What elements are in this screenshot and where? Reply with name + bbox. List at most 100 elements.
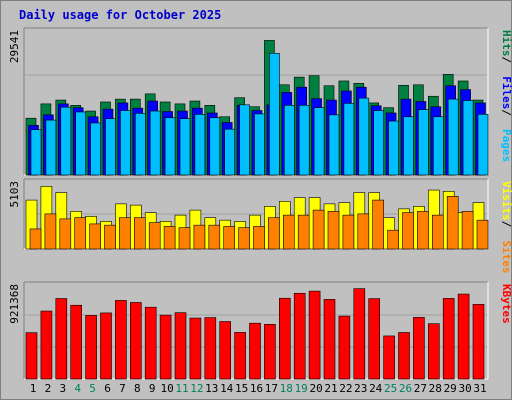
x-tick-day-8: 8 bbox=[134, 382, 141, 395]
series-kbytes bbox=[25, 288, 485, 380]
bar-kbytes-day-6 bbox=[100, 312, 112, 380]
panel-visits-sites: 5103 Visits / Sites bbox=[8, 178, 512, 274]
bar-pages-day-22 bbox=[343, 103, 355, 176]
bar-sites-day-26 bbox=[402, 212, 414, 250]
bar-kbytes-day-1 bbox=[25, 332, 38, 380]
axis-max-label: 29541 bbox=[8, 30, 21, 63]
legend-separator: / bbox=[500, 109, 512, 116]
bar-kbytes-day-16 bbox=[249, 322, 261, 380]
bar-pages-day-30 bbox=[462, 100, 474, 176]
bar-pages-day-11 bbox=[179, 118, 191, 176]
bar-sites-day-17 bbox=[268, 217, 280, 250]
bar-pages-day-8 bbox=[135, 113, 146, 176]
bar-sites-day-20 bbox=[312, 209, 325, 250]
legend-separator: / bbox=[500, 56, 512, 63]
x-tick-day-31: 31 bbox=[473, 382, 486, 395]
bar-sites-day-14 bbox=[223, 226, 235, 250]
x-axis-labels: 1 2 3 4 5 6 7 8 9 10 11 12 13 14 15 16 17 18 19 20 21 22 23 24 2… bbox=[30, 382, 487, 395]
bar-sites-day-19 bbox=[297, 214, 310, 250]
x-tick-day-21: 21 bbox=[324, 382, 337, 395]
x-tick-day-4: 4 bbox=[74, 382, 81, 395]
bar-kbytes-day-28 bbox=[427, 323, 440, 380]
bar-pages-day-27 bbox=[418, 109, 429, 176]
axis-max-label: 5103 bbox=[8, 181, 21, 208]
bar-kbytes-day-15 bbox=[234, 332, 246, 380]
x-tick-day-27: 27 bbox=[414, 382, 427, 395]
legend-kbytes: KBytes bbox=[500, 284, 512, 324]
x-tick-day-10: 10 bbox=[160, 382, 173, 395]
bar-kbytes-day-14 bbox=[219, 321, 231, 380]
bar-pages-day-4 bbox=[75, 111, 86, 176]
bar-pages-day-10 bbox=[164, 117, 176, 176]
x-tick-day-22: 22 bbox=[339, 382, 352, 395]
bar-pages-day-31 bbox=[477, 114, 489, 176]
bar-pages-day-21 bbox=[328, 114, 340, 176]
x-tick-day-13: 13 bbox=[205, 382, 218, 395]
bar-pages-day-18 bbox=[283, 105, 295, 176]
x-tick-day-23: 23 bbox=[354, 382, 367, 395]
chart-panels: 29541 Hits / Files / Pages 5103 Visits / Si… bbox=[8, 27, 512, 380]
x-tick-day-15: 15 bbox=[235, 382, 248, 395]
bar-sites-day-12 bbox=[193, 224, 206, 250]
bar-sites-day-8 bbox=[134, 217, 146, 250]
bar-pages-day-29 bbox=[447, 98, 459, 176]
x-tick-day-3: 3 bbox=[59, 382, 66, 395]
bar-sites-day-29 bbox=[446, 196, 459, 250]
bar-kbytes-day-7 bbox=[115, 300, 127, 380]
bar-pages-day-14 bbox=[224, 128, 235, 176]
bar-pages-day-2 bbox=[45, 119, 57, 176]
bar-pages-day-9 bbox=[149, 110, 161, 176]
bar-kbytes-day-11 bbox=[174, 312, 187, 380]
bar-pages-day-6 bbox=[105, 118, 116, 176]
x-tick-day-18: 18 bbox=[280, 382, 293, 395]
bar-kbytes-day-4 bbox=[70, 304, 82, 380]
legend-pages: Pages bbox=[500, 129, 512, 162]
panel-visits-files-pages: 29541 Hits / Files / Pages bbox=[8, 27, 512, 176]
bar-sites-day-9 bbox=[148, 222, 161, 250]
x-tick-day-14: 14 bbox=[220, 382, 234, 395]
x-tick-day-30: 30 bbox=[458, 382, 471, 395]
bar-pages-day-15 bbox=[239, 104, 250, 176]
legend-visits: Visits bbox=[500, 181, 512, 221]
bar-pages-day-3 bbox=[60, 106, 72, 176]
bar-sites-day-4 bbox=[74, 217, 86, 250]
bar-sites-day-22 bbox=[342, 214, 355, 250]
bar-kbytes-day-30 bbox=[457, 293, 470, 380]
x-tick-day-7: 7 bbox=[119, 382, 126, 395]
x-tick-day-11: 11 bbox=[175, 382, 188, 395]
x-tick-day-12: 12 bbox=[190, 382, 203, 395]
bar-kbytes-day-29 bbox=[442, 298, 455, 380]
bar-sites-day-31 bbox=[476, 219, 489, 250]
bar-kbytes-day-21 bbox=[323, 299, 336, 380]
bar-pages-day-7 bbox=[120, 110, 131, 176]
x-tick-day-20: 20 bbox=[309, 382, 322, 395]
bar-kbytes-day-25 bbox=[383, 335, 395, 380]
x-tick-day-28: 28 bbox=[429, 382, 442, 395]
bar-kbytes-day-8 bbox=[130, 302, 142, 380]
x-tick-day-17: 17 bbox=[265, 382, 278, 395]
x-tick-day-5: 5 bbox=[89, 382, 96, 395]
x-tick-day-16: 16 bbox=[250, 382, 263, 395]
bar-kbytes-day-10 bbox=[159, 314, 172, 380]
bar-sites-day-23 bbox=[357, 213, 370, 250]
bar-sites-day-3 bbox=[59, 218, 72, 250]
bar-kbytes-day-3 bbox=[55, 298, 68, 380]
bar-pages-day-23 bbox=[358, 97, 370, 176]
bar-pages-day-25 bbox=[388, 120, 399, 176]
chart-title: Daily usage for October 2025 bbox=[19, 8, 221, 22]
bar-sites-day-27 bbox=[417, 211, 429, 250]
bar-sites-day-11 bbox=[178, 227, 191, 250]
bar-sites-day-5 bbox=[89, 223, 101, 250]
legend-files: Files bbox=[500, 76, 512, 109]
legend-hits: Hits bbox=[500, 30, 512, 57]
bar-kbytes-day-27 bbox=[413, 317, 425, 380]
bar-sites-day-18 bbox=[282, 214, 295, 250]
bar-kbytes-day-17 bbox=[264, 323, 276, 380]
bar-kbytes-day-12 bbox=[189, 317, 202, 380]
bar-sites-day-10 bbox=[163, 226, 176, 250]
bar-kbytes-day-20 bbox=[308, 290, 321, 380]
bar-kbytes-day-23 bbox=[353, 288, 366, 380]
x-tick-day-1: 1 bbox=[30, 382, 37, 395]
bar-pages-day-19 bbox=[298, 105, 310, 176]
